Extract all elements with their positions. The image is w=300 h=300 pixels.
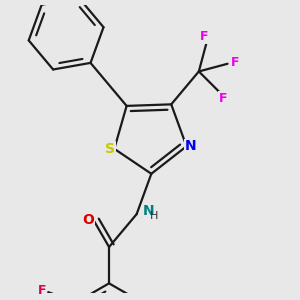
Text: N: N [185,139,196,153]
Text: F: F [219,92,227,105]
Text: N: N [142,205,154,218]
Text: H: H [150,211,158,221]
Text: O: O [82,213,94,226]
Text: S: S [105,142,115,156]
Text: F: F [200,30,209,43]
Text: F: F [38,284,46,297]
Text: F: F [231,56,239,69]
